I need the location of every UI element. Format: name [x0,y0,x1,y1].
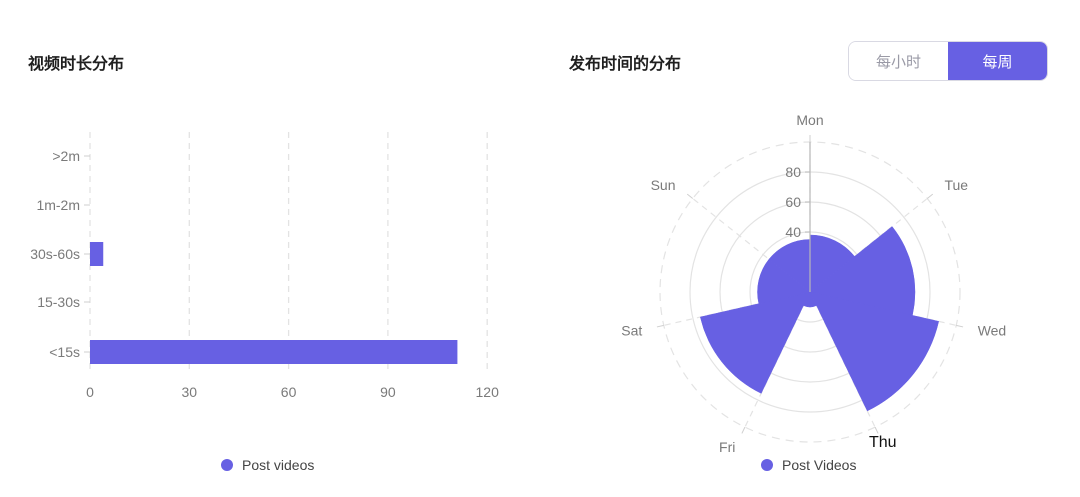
bar-legend-label: Post videos [242,457,314,473]
bar-x-tick-label: 120 [476,384,500,400]
polar-angle-label-Mon: Mon [796,112,823,128]
polar-angle-label-Wed: Wed [978,322,1007,338]
polar-angle-label-Sun: Sun [651,177,676,193]
bar-<15s [90,340,458,364]
bar-30s-60s [90,242,104,266]
bar-y-tick-label: >2m [52,148,80,164]
polar-chart-title: 发布时间的分布 [569,54,682,73]
bar-y-tick-label: 30s-60s [30,246,80,262]
polar-radius-tick-label: 80 [785,164,801,180]
polar-angle-tick [956,324,964,328]
bar-y-tick-label: <15s [49,344,80,360]
legend-circle-icon [761,459,773,471]
time-granularity-toggle: 每小时 每周 [848,41,1048,81]
polar-angle-label-Fri: Fri [719,439,735,455]
bar-y-tick-label: 15-30s [37,294,80,310]
legend-circle-icon [221,459,233,471]
polar-sector-Fri [700,291,811,394]
polar-sector-Mon [809,234,855,293]
polar-sector-Tue [809,226,916,316]
polar-angle-label-Tue: Tue [944,177,968,193]
polar-angle-tick [874,426,879,434]
polar-angle-tick [686,193,694,199]
polar-angle-tick [926,193,934,199]
polar-radius-tick-label: 40 [785,224,801,240]
bar-chart-title: 视频时长分布 [28,54,125,73]
bar-x-tick-label: 0 [86,384,94,400]
polar-legend-label: Post Videos [782,457,856,473]
polar-angle-label-Sat: Sat [621,322,642,338]
weekly-toggle-button[interactable]: 每周 [948,42,1047,80]
polar-angle-tick [741,426,746,434]
bar-y-tick-label: 1m-2m [36,197,80,213]
bar-x-tick-label: 90 [380,384,396,400]
polar-sector-Wed [809,291,939,412]
bar-x-tick-label: 60 [281,384,297,400]
polar-angle-tick [656,324,664,328]
polar-radius-tick-label: 60 [785,194,801,210]
hourly-toggle-button[interactable]: 每小时 [849,42,948,80]
bar-x-tick-label: 30 [182,384,198,400]
polar-thu-label: Thu [869,434,897,451]
